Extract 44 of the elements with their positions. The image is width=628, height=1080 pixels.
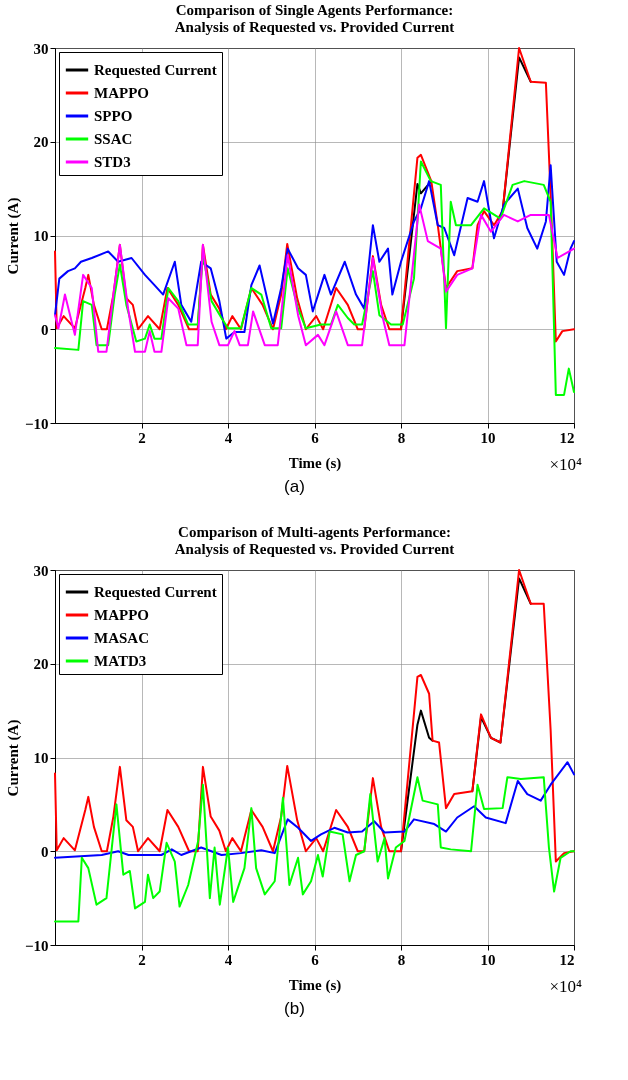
x-axis-title: Time (s) bbox=[288, 976, 342, 994]
legend-label: Requested Current bbox=[94, 584, 217, 600]
x-tick-label: 8 bbox=[397, 951, 406, 968]
legend-label: SSAC bbox=[94, 131, 133, 147]
x-tick-label: 2 bbox=[138, 951, 146, 968]
x-tick-label: 8 bbox=[397, 429, 406, 446]
text: ×10⁴ bbox=[549, 455, 583, 474]
text: ×10⁴ bbox=[549, 977, 583, 996]
y-tick-label: 10 bbox=[33, 750, 49, 766]
y-tick-label: 20 bbox=[33, 656, 49, 673]
chart-title: Comparison of Single Agents Performance: Analysis of Requested vs. Provided Current bbox=[174, 2, 455, 35]
x-tick-label: 4 bbox=[224, 429, 233, 446]
y-tick-label: 30 bbox=[33, 562, 49, 579]
text: (a) bbox=[284, 477, 305, 496]
x-tick-label: 10 bbox=[480, 429, 496, 446]
y-axis-title: Current (A) bbox=[4, 197, 22, 275]
x-tick-label: 6 bbox=[311, 429, 320, 446]
y-tick-label: 0 bbox=[41, 321, 49, 338]
x-tick-label: 12 bbox=[559, 951, 575, 968]
line-series bbox=[54, 776, 575, 923]
chart-title: Comparison of Multi-agents Performance: Analysis of Requested vs. Provided Current bbox=[174, 524, 455, 557]
x-axis-title: Time (s) bbox=[288, 454, 342, 472]
y-tick-label: 0 bbox=[41, 843, 49, 860]
y-axis-title: Current (A) bbox=[4, 719, 22, 797]
legend-label: MASAC bbox=[94, 630, 149, 646]
y-tick-label: 20 bbox=[33, 134, 49, 151]
legend-label: STD3 bbox=[94, 154, 131, 170]
x-tick-label: 6 bbox=[311, 951, 320, 968]
line-series bbox=[54, 761, 575, 859]
legend-label: MATD3 bbox=[94, 653, 147, 669]
legend-label: Requested Current bbox=[94, 62, 217, 78]
y-tick-label: −10 bbox=[24, 415, 49, 432]
x-tick-label: 12 bbox=[559, 429, 575, 446]
y-tick-label: 10 bbox=[33, 228, 49, 244]
line-series bbox=[54, 203, 575, 353]
legend-label: SPPO bbox=[94, 108, 133, 124]
legend-label: MAPPO bbox=[94, 85, 149, 101]
x-tick-label: 10 bbox=[480, 951, 496, 968]
legend-label: MAPPO bbox=[94, 607, 149, 623]
y-tick-label: −10 bbox=[24, 937, 49, 954]
y-tick-label: 30 bbox=[33, 40, 49, 57]
x-tick-label: 4 bbox=[224, 951, 233, 968]
text: (b) bbox=[284, 999, 305, 1018]
x-tick-label: 2 bbox=[138, 429, 146, 446]
